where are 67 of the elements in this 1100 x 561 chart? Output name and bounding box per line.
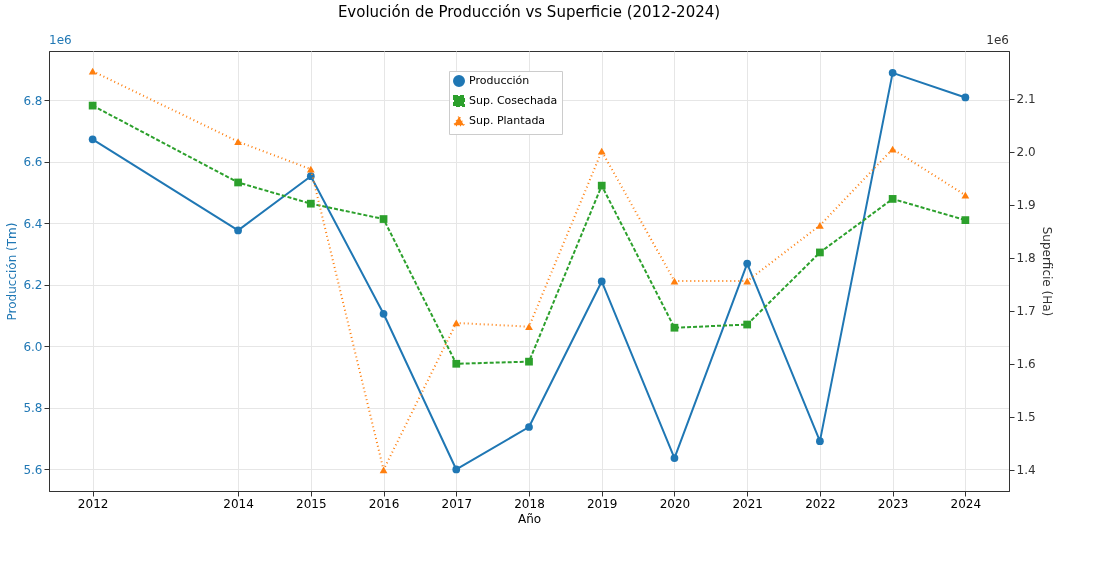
y2-tick-label: 1.5 [1016, 410, 1036, 425]
y-tick-label: 6.8 [23, 93, 43, 108]
chart-title: Evolución de Producción vs Superficie (2012-2024) [337, 3, 721, 21]
y-tick-label: 6.6 [23, 155, 43, 170]
x-tick-label: 2014 [223, 496, 254, 511]
point [816, 437, 824, 446]
point [379, 309, 388, 318]
point [743, 259, 752, 268]
legend-label: Sup. Cosechada [469, 94, 558, 107]
x-tick-label: 2018 [514, 496, 545, 511]
point [234, 178, 242, 187]
point [888, 195, 897, 203]
x-axis-title: Año [517, 511, 542, 526]
point [597, 277, 606, 286]
text: 1e6 [986, 33, 1009, 47]
point [961, 93, 970, 102]
point [597, 181, 606, 190]
y2-tick-label: 1.7 [1016, 304, 1036, 319]
x-tick-label: 2012 [77, 496, 109, 511]
point [670, 323, 679, 332]
point [306, 165, 315, 173]
legend-label: Sup. Plantada [469, 114, 546, 127]
point [670, 454, 679, 462]
point [379, 466, 388, 474]
point [88, 135, 97, 144]
x-tick-label: 2019 [586, 496, 618, 511]
y-tick-label: 5.6 [23, 462, 43, 477]
point [306, 199, 315, 208]
point [452, 319, 461, 327]
point [525, 323, 533, 331]
point [888, 68, 897, 77]
x-tick-label: 2023 [877, 496, 909, 511]
y-tick-label: 6.2 [23, 278, 43, 293]
y2-tick-label: 2.1 [1016, 92, 1036, 107]
x-tick-label: 2021 [732, 496, 763, 511]
point [379, 215, 388, 223]
y2-tick-label: 2.0 [1016, 145, 1036, 160]
x-tick-label: 2024 [950, 496, 982, 511]
point [743, 320, 752, 329]
point [88, 101, 97, 110]
y2-tick-label: 1.8 [1016, 251, 1036, 266]
y2-tick-label: 1.4 [1016, 463, 1036, 478]
point [961, 191, 970, 199]
point [597, 147, 606, 155]
x-tick-label: 2022 [805, 496, 836, 511]
x-tick-label: 2015 [296, 496, 327, 511]
y-tick-label: 5.8 [23, 401, 43, 416]
y-tick-label: 6.0 [23, 339, 43, 354]
point [234, 138, 242, 145]
x-tick-label: 2017 [441, 496, 473, 511]
point [452, 465, 461, 474]
x-tick-label: 2020 [659, 496, 691, 511]
legend-label: Producción [469, 74, 530, 87]
y2-tick-label: 1.6 [1016, 357, 1036, 372]
point [525, 357, 533, 366]
point [816, 222, 824, 229]
x-tick-label: 2016 [368, 496, 400, 511]
y2-axis-title: Superficie (Ha) [1039, 226, 1054, 317]
y2-tick-label: 1.9 [1016, 198, 1036, 213]
y-tick-label: 6.4 [23, 216, 43, 231]
point [234, 226, 242, 235]
point [452, 359, 461, 368]
y-axis-title: Producción (Tm) [5, 222, 20, 321]
text: 1e6 [49, 33, 72, 47]
point [816, 248, 824, 257]
point [525, 423, 533, 431]
point [961, 216, 970, 224]
